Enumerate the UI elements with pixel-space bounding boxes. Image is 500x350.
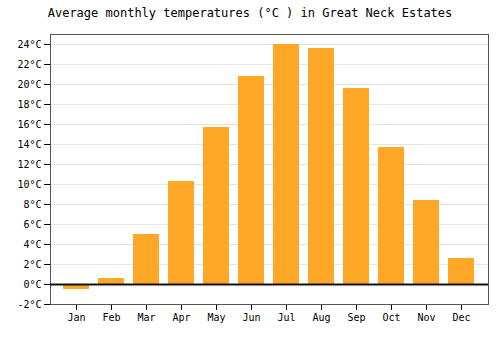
svg-text:22°C: 22°C [17, 59, 41, 70]
html-text:Average monthly temperatures (: Average monthly temperatures (°C ) in Gr… [47, 6, 453, 20]
svg-text:Nov: Nov [417, 312, 435, 323]
svg-text:12°C: 12°C [17, 159, 41, 170]
svg-text:16°C: 16°C [17, 119, 41, 130]
svg-text:Jun: Jun [242, 312, 260, 323]
svg-text:Oct: Oct [382, 312, 400, 323]
svg-text:4°C: 4°C [23, 239, 41, 250]
svg-text:Dec: Dec [452, 312, 470, 323]
svg-text:Jan: Jan [67, 312, 85, 323]
svg-text:Jul: Jul [277, 312, 295, 323]
svg-text:6°C: 6°C [23, 219, 41, 230]
svg-text:2°C: 2°C [23, 259, 41, 270]
svg-text:18°C: 18°C [17, 99, 41, 110]
svg-text:10°C: 10°C [17, 179, 41, 190]
svg-text:24°C: 24°C [17, 39, 41, 50]
svg-text:20°C: 20°C [17, 79, 41, 90]
svg-text:Mar: Mar [137, 312, 155, 323]
svg-text:-2°C: -2°C [17, 299, 41, 310]
svg-text:14°C: 14°C [17, 139, 41, 150]
svg-text:Apr: Apr [172, 312, 190, 323]
svg-text:Feb: Feb [102, 312, 120, 323]
svg-text:8°C: 8°C [23, 199, 41, 210]
svg-text:Aug: Aug [312, 312, 330, 323]
svg-text:May: May [207, 312, 225, 323]
svg-text:Sep: Sep [347, 312, 365, 323]
svg-text:0°C: 0°C [23, 279, 41, 290]
